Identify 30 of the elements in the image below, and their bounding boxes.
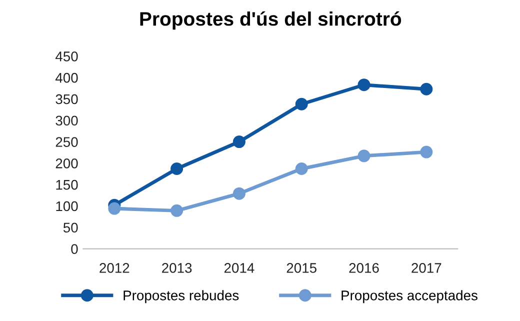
y-tick-label: 150 <box>56 180 78 190</box>
point <box>358 78 370 92</box>
point <box>232 136 246 148</box>
x-tick-label: 2016 <box>349 263 379 273</box>
y-tick-label: 200 <box>56 158 78 168</box>
x-tick-label: 2013 <box>162 263 192 273</box>
y-tick-label: 400 <box>55 72 78 83</box>
legend-label: Propostes acceptades <box>342 290 478 304</box>
x-tick-label: 2017 <box>412 263 442 273</box>
y-tick-label: 350 <box>56 94 78 104</box>
point <box>420 146 433 158</box>
x-tick-label: 2015 <box>286 263 316 273</box>
point <box>108 202 121 215</box>
y-tick-label: 0 <box>71 244 78 254</box>
point <box>295 162 308 175</box>
y-tick-label: 50 <box>63 222 78 233</box>
legend-label: Propostes rebudes <box>124 290 239 304</box>
x-tick-label: 2012 <box>100 263 130 273</box>
point <box>420 82 433 96</box>
point <box>358 150 370 162</box>
x-tick-label: 2014 <box>224 263 254 273</box>
y-tick-label: 450 <box>55 52 78 62</box>
y-tick-label: 250 <box>56 137 78 147</box>
point <box>232 187 246 200</box>
point <box>170 162 184 175</box>
y-tick-label: 100 <box>56 201 78 212</box>
point <box>170 204 184 217</box>
y-tick-label: 300 <box>56 116 78 126</box>
chart-title: Propostes d'ús del sincrotró <box>140 11 402 30</box>
point <box>295 98 308 110</box>
